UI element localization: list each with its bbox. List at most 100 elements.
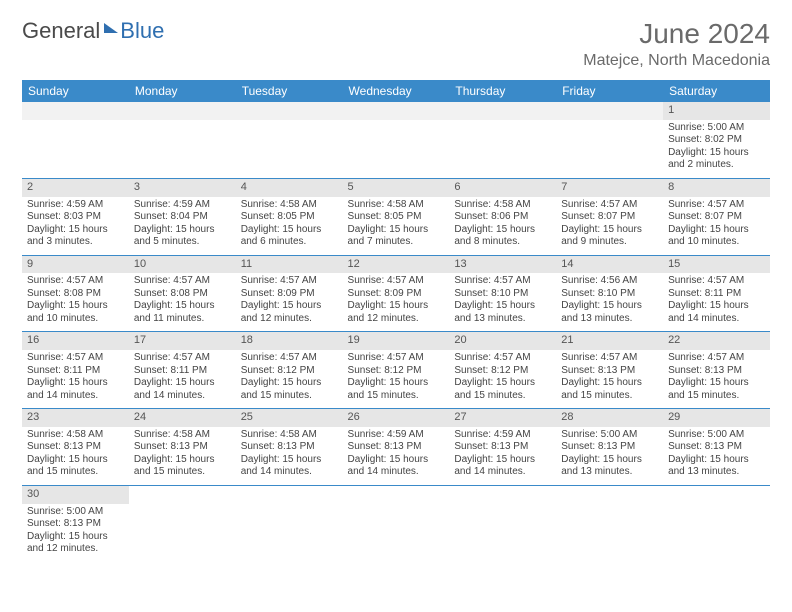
calendar-day-cell: 21Sunrise: 4:57 AMSunset: 8:13 PMDayligh… — [556, 332, 663, 409]
weekday-header: Friday — [556, 80, 663, 102]
calendar-day-cell: 19Sunrise: 4:57 AMSunset: 8:12 PMDayligh… — [343, 332, 450, 409]
sunset-text: Sunset: 8:09 PM — [241, 288, 338, 301]
calendar-day-cell — [556, 485, 663, 561]
sunset-text: Sunset: 8:12 PM — [348, 365, 445, 378]
daylight-text: and 15 minutes. — [561, 390, 658, 403]
day-number: 4 — [236, 179, 343, 197]
sunrise-text: Sunrise: 4:57 AM — [27, 352, 124, 365]
sunset-text: Sunset: 8:06 PM — [454, 211, 551, 224]
calendar-day-cell: 1Sunrise: 5:00 AMSunset: 8:02 PMDaylight… — [663, 102, 770, 178]
day-number: 28 — [556, 409, 663, 427]
sunset-text: Sunset: 8:07 PM — [561, 211, 658, 224]
sunrise-text: Sunrise: 4:57 AM — [27, 275, 124, 288]
calendar-day-cell: 24Sunrise: 4:58 AMSunset: 8:13 PMDayligh… — [129, 409, 236, 486]
sunrise-text: Sunrise: 4:57 AM — [668, 352, 765, 365]
sunset-text: Sunset: 8:13 PM — [348, 441, 445, 454]
daylight-text: Daylight: 15 hours — [561, 224, 658, 237]
day-number: 17 — [129, 332, 236, 350]
daylight-text: and 12 minutes. — [241, 313, 338, 326]
day-number: 10 — [129, 256, 236, 274]
daylight-text: Daylight: 15 hours — [241, 454, 338, 467]
sunset-text: Sunset: 8:02 PM — [668, 134, 765, 147]
daylight-text: and 8 minutes. — [454, 236, 551, 249]
calendar-week-row: 16Sunrise: 4:57 AMSunset: 8:11 PMDayligh… — [22, 332, 770, 409]
daylight-text: and 11 minutes. — [134, 313, 231, 326]
sunrise-text: Sunrise: 4:57 AM — [454, 275, 551, 288]
sunset-text: Sunset: 8:05 PM — [348, 211, 445, 224]
weekday-header: Wednesday — [343, 80, 450, 102]
sunset-text: Sunset: 8:09 PM — [348, 288, 445, 301]
daylight-text: Daylight: 15 hours — [454, 377, 551, 390]
day-number: 19 — [343, 332, 450, 350]
day-number: 20 — [449, 332, 556, 350]
calendar-day-cell: 28Sunrise: 5:00 AMSunset: 8:13 PMDayligh… — [556, 409, 663, 486]
sunrise-text: Sunrise: 4:58 AM — [241, 199, 338, 212]
sunrise-text: Sunrise: 4:57 AM — [348, 352, 445, 365]
weekday-header: Tuesday — [236, 80, 343, 102]
calendar-week-row: 2Sunrise: 4:59 AMSunset: 8:03 PMDaylight… — [22, 178, 770, 255]
calendar-day-cell: 10Sunrise: 4:57 AMSunset: 8:08 PMDayligh… — [129, 255, 236, 332]
daylight-text: and 10 minutes. — [668, 236, 765, 249]
day-number: 8 — [663, 179, 770, 197]
calendar-day-cell — [663, 485, 770, 561]
calendar-day-cell: 30Sunrise: 5:00 AMSunset: 8:13 PMDayligh… — [22, 485, 129, 561]
month-title: June 2024 — [583, 18, 770, 50]
daylight-text: and 14 minutes. — [134, 390, 231, 403]
day-number: 14 — [556, 256, 663, 274]
weekday-header: Monday — [129, 80, 236, 102]
sunrise-text: Sunrise: 4:57 AM — [241, 352, 338, 365]
calendar-day-cell: 16Sunrise: 4:57 AMSunset: 8:11 PMDayligh… — [22, 332, 129, 409]
calendar-day-cell — [129, 485, 236, 561]
sunrise-text: Sunrise: 4:59 AM — [134, 199, 231, 212]
calendar-day-cell: 5Sunrise: 4:58 AMSunset: 8:05 PMDaylight… — [343, 178, 450, 255]
calendar-day-cell: 22Sunrise: 4:57 AMSunset: 8:13 PMDayligh… — [663, 332, 770, 409]
sunset-text: Sunset: 8:12 PM — [241, 365, 338, 378]
sunset-text: Sunset: 8:05 PM — [241, 211, 338, 224]
daylight-text: Daylight: 15 hours — [241, 224, 338, 237]
daylight-text: and 9 minutes. — [561, 236, 658, 249]
day-number: 9 — [22, 256, 129, 274]
day-number: 11 — [236, 256, 343, 274]
daylight-text: Daylight: 15 hours — [348, 300, 445, 313]
calendar-day-cell — [449, 485, 556, 561]
daylight-text: and 14 minutes. — [27, 390, 124, 403]
calendar-day-cell: 2Sunrise: 4:59 AMSunset: 8:03 PMDaylight… — [22, 178, 129, 255]
day-number: 6 — [449, 179, 556, 197]
daylight-text: Daylight: 15 hours — [134, 224, 231, 237]
day-number: 27 — [449, 409, 556, 427]
calendar-week-row: 23Sunrise: 4:58 AMSunset: 8:13 PMDayligh… — [22, 409, 770, 486]
daylight-text: Daylight: 15 hours — [27, 377, 124, 390]
day-number: 1 — [663, 102, 770, 120]
daylight-text: and 14 minutes. — [454, 466, 551, 479]
sunset-text: Sunset: 8:08 PM — [134, 288, 231, 301]
daylight-text: Daylight: 15 hours — [134, 377, 231, 390]
sunrise-text: Sunrise: 4:57 AM — [134, 352, 231, 365]
calendar-day-cell — [129, 102, 236, 178]
daylight-text: and 14 minutes. — [668, 313, 765, 326]
sunrise-text: Sunrise: 4:57 AM — [241, 275, 338, 288]
daylight-text: Daylight: 15 hours — [27, 300, 124, 313]
daylight-text: and 15 minutes. — [134, 466, 231, 479]
day-number: 24 — [129, 409, 236, 427]
calendar-day-cell — [22, 102, 129, 178]
title-block: June 2024 Matejce, North Macedonia — [583, 18, 770, 70]
calendar-day-cell: 20Sunrise: 4:57 AMSunset: 8:12 PMDayligh… — [449, 332, 556, 409]
calendar-day-cell: 26Sunrise: 4:59 AMSunset: 8:13 PMDayligh… — [343, 409, 450, 486]
sunset-text: Sunset: 8:13 PM — [454, 441, 551, 454]
calendar-day-cell — [343, 485, 450, 561]
calendar-week-row: 30Sunrise: 5:00 AMSunset: 8:13 PMDayligh… — [22, 485, 770, 561]
calendar-day-cell — [343, 102, 450, 178]
sunset-text: Sunset: 8:11 PM — [668, 288, 765, 301]
calendar-day-cell: 6Sunrise: 4:58 AMSunset: 8:06 PMDaylight… — [449, 178, 556, 255]
daylight-text: Daylight: 15 hours — [27, 454, 124, 467]
calendar-day-cell: 8Sunrise: 4:57 AMSunset: 8:07 PMDaylight… — [663, 178, 770, 255]
sunset-text: Sunset: 8:13 PM — [241, 441, 338, 454]
calendar-day-cell: 14Sunrise: 4:56 AMSunset: 8:10 PMDayligh… — [556, 255, 663, 332]
sunset-text: Sunset: 8:10 PM — [454, 288, 551, 301]
calendar-day-cell: 3Sunrise: 4:59 AMSunset: 8:04 PMDaylight… — [129, 178, 236, 255]
daylight-text: and 7 minutes. — [348, 236, 445, 249]
sunrise-text: Sunrise: 4:57 AM — [668, 275, 765, 288]
weekday-header: Saturday — [663, 80, 770, 102]
day-number: 3 — [129, 179, 236, 197]
sunrise-text: Sunrise: 4:58 AM — [27, 429, 124, 442]
